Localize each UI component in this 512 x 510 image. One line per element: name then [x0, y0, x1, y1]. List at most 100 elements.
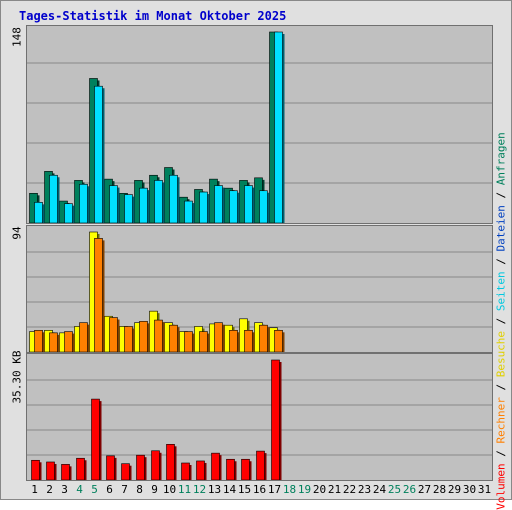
bar-dateien-day-1: [34, 202, 45, 223]
bar-dateien-day-14: [229, 190, 240, 223]
legend-separator: /: [494, 443, 508, 464]
legend-item-volumen: Volumen: [494, 463, 508, 510]
day-label-18: 18: [282, 483, 297, 496]
day-label-13: 13: [207, 483, 222, 496]
legend-separator: /: [494, 251, 508, 272]
bar-volumen-day-17: [271, 359, 282, 480]
day-label-11: 11: [177, 483, 192, 496]
day-label-19: 19: [297, 483, 312, 496]
bar-dateien-day-16: [259, 190, 270, 223]
bar-rechner-day-16: [259, 324, 270, 352]
bar-volumen-day-1: [31, 459, 42, 480]
bar-volumen-day-9: [151, 450, 162, 480]
bar-volumen-day-15: [241, 458, 252, 480]
legend-item-seiten: Seiten: [494, 271, 508, 312]
bar-rechner-day-6: [109, 317, 120, 352]
bar-dateien-day-9: [154, 180, 165, 223]
bar-volumen-day-8: [136, 454, 147, 480]
bar-dateien-day-2: [49, 174, 60, 223]
bar-volumen-day-2: [46, 461, 57, 480]
day-axis: 1 2 3 4 5 6 7 8 9 10 11 12 13 14 15 16 17 18 19 20 21 22 23 24 2…: [27, 483, 492, 497]
day-label-21: 21: [327, 483, 342, 496]
bar-rechner-day-14: [229, 329, 240, 352]
legend-item-dateien: Dateien: [494, 205, 508, 252]
bar-rechner-day-17: [274, 329, 285, 352]
day-label-28: 28: [432, 483, 447, 496]
bar-volumen-day-13: [211, 452, 222, 480]
day-label-5: 5: [91, 483, 98, 496]
bar-volumen-day-5: [91, 398, 102, 480]
bar-volumen-day-7: [121, 463, 132, 480]
day-label-20: 20: [312, 483, 327, 496]
bar-volumen-day-14: [226, 458, 237, 480]
day-label-23: 23: [357, 483, 372, 496]
bar-dateien-day-3: [64, 203, 75, 223]
bar-dateien-day-5: [94, 85, 105, 223]
bar-dateien-day-11: [184, 200, 195, 223]
day-label-15: 15: [237, 483, 252, 496]
bar-rechner-day-7: [124, 326, 135, 352]
bar-rechner-day-8: [139, 321, 150, 352]
bar-volumen-day-6: [106, 455, 117, 480]
day-label-31: 31: [477, 483, 492, 496]
bar-rechner-day-4: [79, 322, 90, 352]
bar-rechner-day-9: [154, 319, 165, 352]
bar-rechner-day-3: [64, 331, 75, 352]
bar-volumen-day-4: [76, 457, 87, 480]
bar-rechner-day-2: [49, 332, 60, 352]
bar-volumen-day-10: [166, 444, 177, 480]
legend-separator: /: [494, 185, 508, 206]
bar-volumen-day-3: [61, 464, 72, 480]
day-label-8: 8: [136, 483, 143, 496]
day-label-4: 4: [76, 483, 83, 496]
legend-separator: /: [494, 311, 508, 331]
day-label-16: 16: [252, 483, 267, 496]
legend-item-besuche: Besuche: [494, 330, 508, 378]
bar-rechner-day-1: [34, 329, 45, 352]
bar-dateien-day-12: [199, 191, 210, 223]
bar-dateien-day-13: [214, 185, 225, 223]
bar-dateien-day-17: [274, 31, 285, 223]
y-max-label-bottom: 35.30 KB: [10, 350, 24, 404]
day-label-27: 27: [417, 483, 432, 496]
bar-rechner-day-11: [184, 331, 195, 352]
bars-visits-hosts: [27, 231, 492, 352]
panel-visits-hosts: [26, 225, 493, 353]
day-label-22: 22: [342, 483, 357, 496]
bar-dateien-day-15: [244, 185, 255, 223]
legend-item-anfragen: Anfragen: [494, 132, 508, 186]
bar-rechner-day-15: [244, 329, 255, 352]
legend-separator: /: [494, 377, 508, 398]
legend: Volumen / Rechner / Besuche / Seiten / D…: [495, 132, 508, 510]
bar-dateien-day-6: [109, 185, 120, 223]
day-label-24: 24: [372, 483, 387, 496]
day-label-6: 6: [106, 483, 113, 496]
bar-rechner-day-5: [94, 238, 105, 352]
panel-requests-files: [26, 25, 493, 224]
day-label-10: 10: [162, 483, 177, 496]
bar-volumen-day-16: [256, 450, 267, 480]
bar-dateien-day-8: [139, 187, 150, 223]
day-label-1: 1: [31, 483, 38, 496]
bar-dateien-day-7: [124, 194, 135, 223]
bar-dateien-day-10: [169, 174, 180, 223]
bars-volume: [27, 359, 492, 480]
day-label-25: 25: [387, 483, 402, 496]
chart-title: Tages-Statistik im Monat Oktober 2025: [19, 9, 287, 23]
bar-volumen-day-12: [196, 460, 207, 480]
y-max-label-top: 148: [10, 27, 24, 47]
legend-item-rechner: Rechner: [494, 397, 508, 444]
day-label-14: 14: [222, 483, 237, 496]
day-label-17: 17: [267, 483, 282, 496]
bar-volumen-day-11: [181, 462, 192, 480]
day-label-12: 12: [192, 483, 207, 496]
panel-volume: [26, 353, 493, 481]
day-label-29: 29: [447, 483, 462, 496]
day-label-30: 30: [462, 483, 477, 496]
day-label-3: 3: [61, 483, 68, 496]
y-max-label-middle: 94: [10, 226, 24, 240]
day-label-9: 9: [151, 483, 158, 496]
day-label-2: 2: [46, 483, 53, 496]
day-label-26: 26: [402, 483, 417, 496]
